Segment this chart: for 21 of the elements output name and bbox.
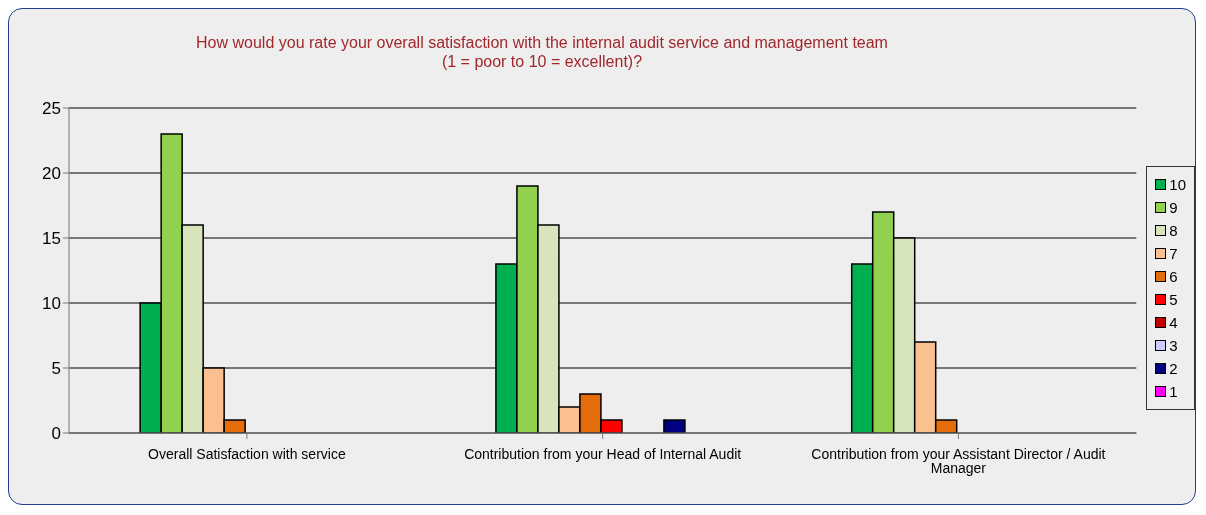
y-tick-label: 0 bbox=[51, 424, 61, 444]
legend-label: 3 bbox=[1169, 337, 1178, 354]
bar bbox=[663, 419, 686, 433]
y-tick-label: 25 bbox=[42, 99, 61, 119]
x-tick-label: Overall Satisfaction with service bbox=[148, 445, 346, 462]
legend-label: 2 bbox=[1169, 360, 1178, 377]
y-tick-label: 15 bbox=[42, 229, 61, 249]
y-tick-label: 10 bbox=[42, 294, 61, 314]
x-tick-label: Contribution from your Assistant Director / Audit Manager bbox=[811, 445, 1106, 476]
chart-title: How would you rate your overall satisfaction with the internal audit service and management team (1 = poor to 10 = excellent)? bbox=[195, 33, 889, 71]
legend-label: 5 bbox=[1169, 291, 1178, 308]
x-tick-label: Contribution from your Head of Internal Audit bbox=[464, 445, 742, 462]
legend-label: 4 bbox=[1169, 314, 1178, 331]
legend-label: 10 bbox=[1169, 176, 1186, 193]
y-tick-label: 20 bbox=[42, 164, 61, 184]
legend-label: 6 bbox=[1169, 268, 1178, 285]
legend-label: 9 bbox=[1169, 199, 1178, 216]
legend-label: 1 bbox=[1169, 383, 1178, 400]
legend-label: 7 bbox=[1169, 245, 1178, 262]
legend-label: 8 bbox=[1169, 222, 1178, 239]
y-tick-label: 5 bbox=[51, 359, 61, 379]
